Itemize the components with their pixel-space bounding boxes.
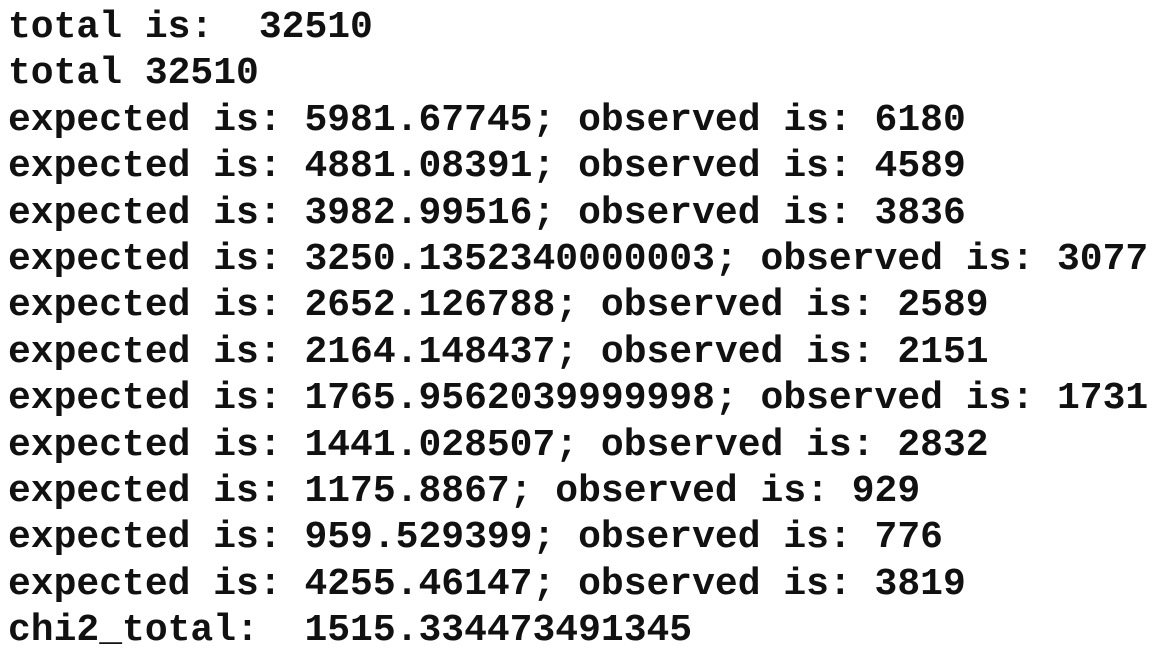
console-line: total is: 32510 xyxy=(8,6,373,49)
console-line: total 32510 xyxy=(8,52,259,96)
console-line: expected is: 1441.028507; observed is: 2… xyxy=(8,423,989,467)
console-line: expected is: 5981.67745; observed is: 61… xyxy=(8,98,966,142)
console-line: expected is: 1175.8867; observed is: 929 xyxy=(8,469,921,513)
console-line: expected is: 959.529399; observed is: 77… xyxy=(8,516,943,560)
console-line: expected is: 4255.46147; observed is: 38… xyxy=(8,562,966,606)
console-line: expected is: 3250.1352340000003; observe… xyxy=(8,237,1149,281)
console-line: expected is: 1765.9562039999998; observe… xyxy=(8,377,1149,421)
console-line: chi2_total: 1515.334473491345 xyxy=(8,609,693,653)
console-line: expected is: 2652.126788; observed is: 2… xyxy=(8,284,989,328)
console-line: expected is: 2164.148437; observed is: 2… xyxy=(8,330,989,374)
console-line: expected is: 3982.99516; observed is: 38… xyxy=(8,191,966,235)
console-line: expected is: 4881.08391; observed is: 45… xyxy=(8,145,966,189)
